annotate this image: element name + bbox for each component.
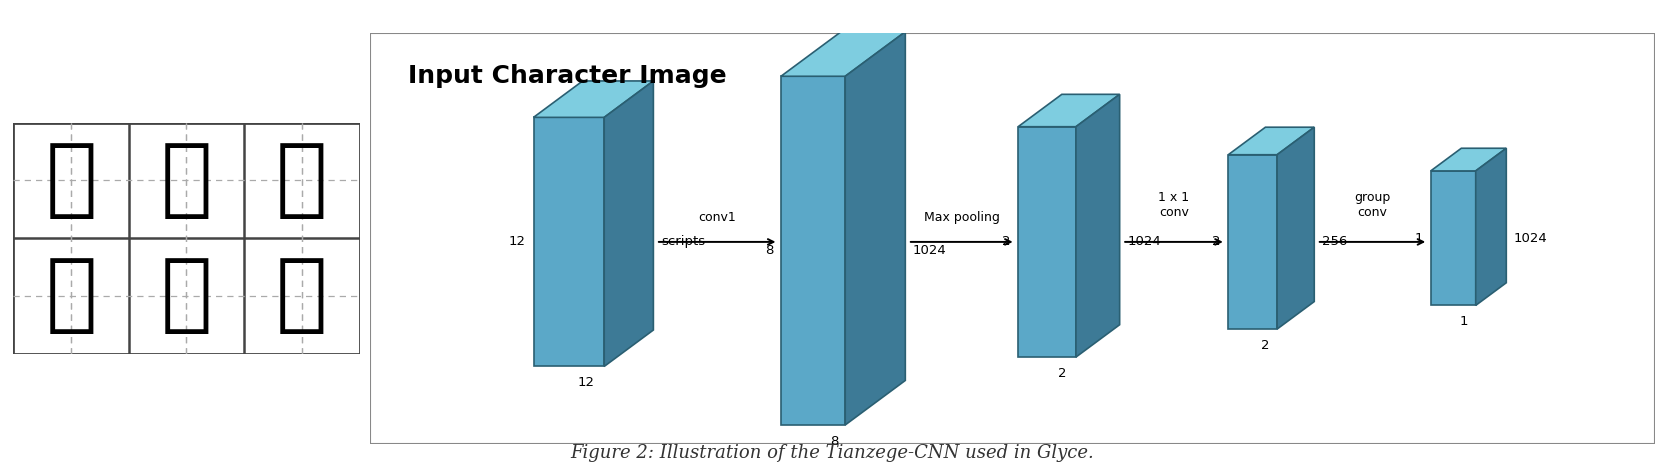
Polygon shape	[604, 81, 652, 367]
Polygon shape	[369, 33, 1654, 444]
Text: 1024: 1024	[912, 244, 947, 257]
Text: scripts: scripts	[661, 235, 706, 248]
Text: 2: 2	[1211, 235, 1220, 248]
Text: 12: 12	[509, 235, 526, 248]
Text: 12: 12	[577, 376, 594, 389]
Text: 灯: 灯	[45, 255, 97, 337]
Text: group
conv: group conv	[1353, 191, 1389, 219]
Text: 2: 2	[1002, 235, 1010, 248]
Polygon shape	[532, 117, 604, 367]
Text: 纸: 纸	[160, 139, 213, 222]
Polygon shape	[845, 32, 905, 425]
Text: Figure 2: Illustration of the Tianzege-CNN used in Glyce.: Figure 2: Illustration of the Tianzege-C…	[571, 444, 1093, 462]
Text: 2: 2	[1057, 367, 1067, 380]
Polygon shape	[780, 32, 905, 76]
Polygon shape	[1017, 94, 1118, 127]
Text: 1: 1	[1414, 232, 1423, 245]
Text: 电: 电	[160, 255, 213, 337]
Text: Max pooling: Max pooling	[924, 212, 998, 225]
Text: 8: 8	[829, 435, 837, 448]
Polygon shape	[1429, 171, 1474, 305]
Polygon shape	[1276, 127, 1313, 329]
Text: 2: 2	[1261, 339, 1270, 352]
Polygon shape	[1075, 94, 1118, 357]
Text: 报: 报	[45, 139, 97, 222]
Polygon shape	[532, 81, 652, 117]
Text: 256: 256	[1321, 235, 1346, 248]
Text: Input Character Image: Input Character Image	[408, 64, 727, 88]
Text: conv1: conv1	[697, 212, 735, 225]
Polygon shape	[13, 123, 359, 354]
Polygon shape	[780, 76, 845, 425]
Text: 1: 1	[1459, 315, 1468, 328]
Polygon shape	[1228, 155, 1276, 329]
Text: 台: 台	[276, 139, 328, 222]
Polygon shape	[1017, 127, 1075, 357]
Text: 1024: 1024	[1127, 235, 1160, 248]
Text: 1024: 1024	[1513, 232, 1548, 245]
Text: 视: 视	[276, 255, 328, 337]
Text: 8: 8	[764, 244, 772, 257]
Text: 1 x 1
conv: 1 x 1 conv	[1158, 191, 1188, 219]
Polygon shape	[1429, 148, 1506, 171]
Polygon shape	[1474, 148, 1506, 305]
Polygon shape	[1228, 127, 1313, 155]
